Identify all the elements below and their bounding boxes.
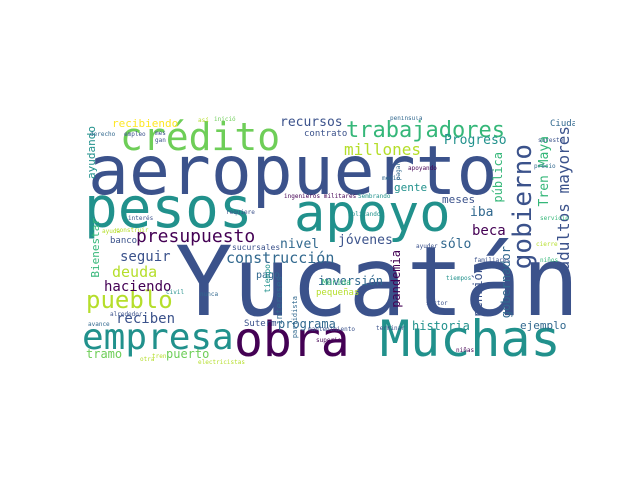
word-beca: beca <box>472 223 506 239</box>
word-empleo: empleo <box>124 131 146 138</box>
word-tren-maya: Tren Maya <box>537 136 552 207</box>
word-recursos: recursos <box>280 116 343 130</box>
word-reciben: reciben <box>116 311 176 327</box>
word-ejemplo: ejemplo <box>520 319 567 332</box>
word-aplicando: aplicando <box>348 211 381 218</box>
word-banco: banco <box>110 236 138 246</box>
word-derecho: derecho <box>90 131 116 138</box>
word-seguir: seguir <box>120 249 171 265</box>
word-gan: gan <box>155 137 166 144</box>
word-jovenes: jóvenes <box>338 233 393 248</box>
word-ingenieros-militares: ingenieros militares <box>284 193 357 200</box>
word-cloud: Yucatán aeropuerto pesos apoyo obra Much… <box>80 116 575 366</box>
word-otra: otra <box>140 356 155 363</box>
word-puerto: puerto <box>166 347 210 361</box>
word-requiere: requiere <box>226 209 255 216</box>
word-haciendo: haciendo <box>104 279 172 295</box>
word-superior: superior <box>316 337 345 344</box>
word-pesos: pesos <box>84 176 253 241</box>
word-gobierno: gobierno <box>508 144 538 270</box>
word-millones: millones <box>344 140 422 159</box>
word-inversion: inversión <box>318 274 384 288</box>
word-cierre: cierre <box>536 241 558 248</box>
word-sureste: sureste <box>538 137 564 144</box>
word-publica: pública <box>491 152 505 203</box>
word-construir: construir <box>116 227 149 234</box>
word-aeropuerto: aeropuerto <box>88 132 498 211</box>
word-credito: crédito <box>120 116 281 159</box>
word-avance: avance <box>88 321 110 328</box>
word-adultos-mayores: adultos mayores <box>554 126 573 271</box>
word-ninos: niños <box>540 257 559 264</box>
word-obra: obra <box>234 312 350 366</box>
word-electricistas: electricistas <box>198 359 245 366</box>
word-tiempo: tiempo <box>263 264 272 293</box>
word-pueblo: pueblo <box>86 286 173 314</box>
word-iba: iba <box>470 205 494 220</box>
word-terminar: terminar <box>376 325 405 332</box>
word-gente: gente <box>394 181 428 194</box>
word-presupuesto: presupuesto <box>136 226 256 247</box>
word-ninas: niñas <box>456 347 475 354</box>
word-ciudad: Ciudad <box>550 119 575 129</box>
word-contrato: contrato <box>304 129 348 139</box>
word-mes: mes <box>155 130 166 137</box>
word-medio: medio <box>382 175 401 182</box>
word-yucatan: Yucatán <box>175 226 575 338</box>
word-trabajadores: trabajadores <box>346 118 505 143</box>
word-tren: tren <box>152 353 167 360</box>
word-muchas: Muchas <box>380 310 561 366</box>
word-progreso: Progreso <box>444 133 507 148</box>
word-suterm: Suterm <box>244 319 277 329</box>
word-ayuda: ayuda <box>102 228 121 235</box>
word-tramo: tramo <box>86 347 123 361</box>
word-programa: programa <box>278 317 336 331</box>
word-deuda: deuda <box>112 263 158 281</box>
word-partidista: partidista <box>291 296 299 339</box>
word-apoyando: apoyando <box>408 165 437 172</box>
word-intereses: intereses <box>275 276 285 325</box>
word-alrededor: alrededor <box>110 311 143 318</box>
word-nunca: nunca <box>200 291 219 298</box>
word-apoyo: apoyo <box>294 184 451 244</box>
word-servicio: servicio <box>540 215 569 222</box>
word-pension: pensión <box>471 266 485 317</box>
word-empresa: empresa <box>82 317 234 358</box>
word-civil: civil <box>166 289 185 296</box>
word-construccion: construcción <box>226 249 335 267</box>
word-precio: precio <box>534 163 556 170</box>
word-asi: así <box>198 117 209 124</box>
word-solo: sólo <box>440 237 472 252</box>
word-sembrando: Sembrando <box>358 193 391 200</box>
word-mantenimiento: mantenimiento <box>308 326 355 333</box>
word-nivel: nivel <box>280 237 320 252</box>
word-historia: historia <box>412 319 470 333</box>
word-tiempos: tiempos <box>446 275 472 282</box>
word-pagar: pagar <box>395 162 402 181</box>
word-interes: interés <box>128 215 154 222</box>
word-pequenas: pequeñas <box>316 288 360 298</box>
word-peninsula: península <box>390 116 423 122</box>
word-familiares: familiares <box>474 257 511 264</box>
word-bienestar: Bienestar <box>89 218 102 278</box>
word-merida: Mérida <box>322 278 351 287</box>
word-meses: meses <box>442 193 476 206</box>
word-inicio: inició <box>214 116 236 123</box>
word-sucursales: sucursales <box>232 243 281 252</box>
word-recibiendo: recibiendo <box>112 117 179 130</box>
word-ayuder: ayuder <box>416 243 438 250</box>
word-pago: pago <box>256 270 281 281</box>
word-pandemia: pandemia <box>389 250 403 308</box>
word-sector: sector <box>426 300 448 307</box>
